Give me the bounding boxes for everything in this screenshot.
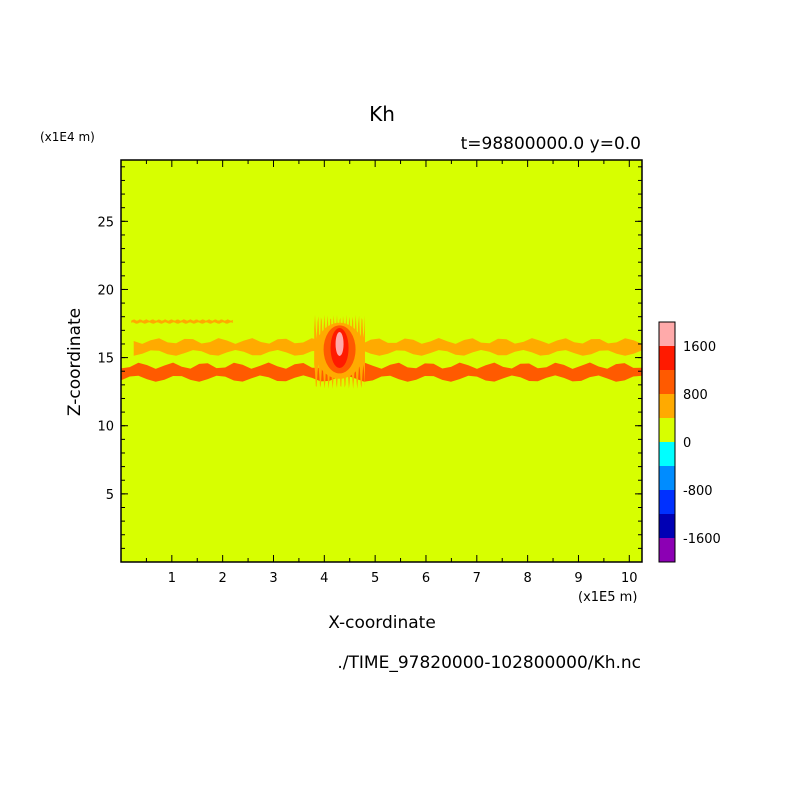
chart-subtitle: t=98800000.0 y=0.0 — [461, 134, 641, 154]
y-tick-label: 10 — [97, 420, 114, 435]
x-tick-label: 2 — [219, 571, 227, 586]
plot-background — [121, 160, 642, 562]
source-file-label: ./TIME_97820000-102800000/Kh.nc — [337, 653, 641, 673]
x-axis-ticks: 1 2 3 4 5 6 7 8 9 10 — [145, 160, 638, 586]
x-unit-label: (x1E5 m) — [578, 590, 637, 605]
colorbar-frame — [658, 321, 676, 563]
colorbar-swatch — [659, 442, 675, 466]
x-tick-label: 5 — [371, 571, 379, 586]
y-tick-label: 20 — [97, 283, 114, 298]
y-axis-label: Z-coordinate — [65, 308, 85, 416]
colorbar-swatch — [659, 346, 675, 370]
contour-lower-band — [121, 362, 642, 382]
plume-core-3 — [335, 331, 344, 356]
colorbar-swatch — [659, 322, 675, 346]
colorbar-label: -800 — [683, 484, 713, 499]
colorbar — [659, 322, 675, 562]
contour-thin-layer — [131, 319, 233, 324]
colorbar-swatch — [659, 418, 675, 442]
colorbar-swatch — [659, 370, 675, 394]
colorbar-labels: 1600 800 0 -800 -1600 — [683, 340, 721, 547]
x-tick-label: 6 — [422, 571, 430, 586]
x-tick-label: 7 — [473, 571, 481, 586]
colorbar-label: 0 — [683, 436, 691, 451]
x-tick-label: 3 — [269, 571, 277, 586]
chart-title: Kh — [369, 102, 395, 126]
x-tick-label: 9 — [574, 571, 582, 586]
contour-fields — [121, 314, 642, 389]
x-tick-label: 10 — [621, 571, 638, 586]
colorbar-swatch — [659, 466, 675, 490]
y-axis-ticks: 5 10 15 20 25 — [97, 166, 642, 549]
x-axis-label: X-coordinate — [328, 613, 436, 633]
y-tick-label: 25 — [97, 215, 114, 230]
colorbar-swatch — [659, 394, 675, 418]
y-tick-label: 15 — [97, 352, 114, 367]
x-tick-label: 4 — [320, 571, 328, 586]
colorbar-label: -1600 — [683, 532, 721, 547]
colorbar-label: 1600 — [683, 340, 716, 355]
y-tick-label: 5 — [106, 488, 114, 503]
colorbar-label: 800 — [683, 388, 708, 403]
y-unit-label: (x1E4 m) — [40, 130, 95, 144]
colorbar-swatch — [659, 514, 675, 538]
colorbar-swatch — [659, 490, 675, 514]
x-tick-label: 1 — [168, 571, 176, 586]
contour-upper-band — [133, 338, 642, 356]
x-tick-label: 8 — [523, 571, 531, 586]
colorbar-swatch — [659, 538, 675, 562]
plot-frame — [120, 159, 643, 563]
